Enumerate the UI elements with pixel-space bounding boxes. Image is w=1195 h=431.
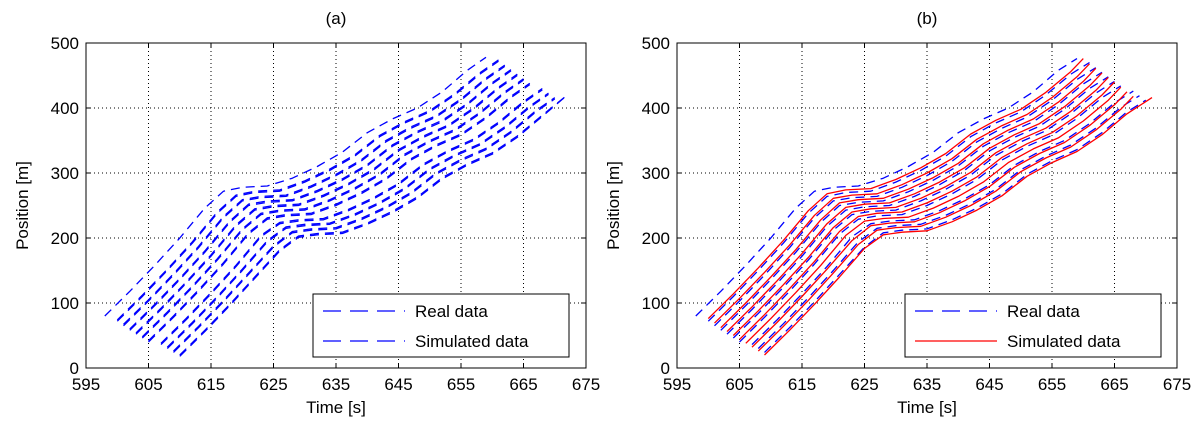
x-tick-label: 635 bbox=[322, 375, 350, 394]
y-tick-label: 300 bbox=[642, 164, 670, 183]
y-axis-label: Position [m] bbox=[13, 161, 32, 250]
y-tick-label: 400 bbox=[642, 99, 670, 118]
series-line-simulated-16 bbox=[745, 86, 1122, 344]
series-line-simulated-17 bbox=[160, 87, 543, 344]
series-line-simulated-12 bbox=[123, 64, 506, 325]
series-line-real-9 bbox=[764, 99, 1147, 353]
x-tick-label: 605 bbox=[134, 375, 162, 394]
y-tick-label: 400 bbox=[51, 99, 79, 118]
y-axis-label: Position [m] bbox=[604, 161, 623, 250]
y-tick-label: 0 bbox=[661, 359, 670, 378]
series-line-simulated-15 bbox=[141, 78, 524, 338]
y-tick-label: 100 bbox=[51, 294, 79, 313]
x-tick-label: 615 bbox=[788, 375, 816, 394]
series-line-simulated-12 bbox=[720, 67, 1097, 329]
y-tick-label: 0 bbox=[70, 359, 79, 378]
series-line-real-1 bbox=[707, 61, 1090, 322]
series-line-real-7 bbox=[751, 90, 1134, 346]
x-tick-label: 665 bbox=[509, 375, 537, 394]
series-line-simulated-15 bbox=[739, 81, 1115, 340]
x-tick-label: 645 bbox=[975, 375, 1003, 394]
series-line-real-1 bbox=[116, 60, 499, 322]
x-tick-label: 655 bbox=[1038, 375, 1066, 394]
series-line-simulated-20 bbox=[179, 94, 568, 356]
series-line-real-10 bbox=[179, 94, 568, 357]
series-line-simulated-13 bbox=[129, 69, 512, 330]
series-line-simulated-18 bbox=[757, 95, 1134, 352]
series-line-real-9 bbox=[173, 98, 556, 353]
legend: Real data Simulated data bbox=[312, 293, 570, 358]
y-tick-label: 200 bbox=[51, 229, 79, 248]
legend-box bbox=[312, 293, 570, 358]
x-tick-label: 605 bbox=[725, 375, 753, 394]
series-line-real-6 bbox=[739, 85, 1122, 343]
y-tick-label: 300 bbox=[51, 164, 79, 183]
series-line-simulated-19 bbox=[764, 97, 1153, 356]
series-line-simulated-10 bbox=[707, 58, 1084, 320]
chart-title: (a) bbox=[326, 9, 347, 28]
series-line-simulated-14 bbox=[135, 73, 518, 334]
chart-title: (b) bbox=[917, 9, 938, 28]
x-axis-label: Time [s] bbox=[306, 398, 366, 417]
x-tick-label: 595 bbox=[663, 375, 691, 394]
series-line-real-3 bbox=[129, 70, 512, 331]
x-tick-label: 595 bbox=[72, 375, 100, 394]
x-tick-label: 675 bbox=[572, 375, 600, 394]
series-line-real-7 bbox=[160, 89, 543, 346]
series-line-real-6 bbox=[148, 84, 531, 343]
series-line-real-0 bbox=[104, 56, 487, 317]
series-line-real-5 bbox=[141, 79, 524, 339]
y-tick-label: 500 bbox=[642, 34, 670, 53]
series-line-real-4 bbox=[726, 76, 1109, 335]
series-line-simulated-13 bbox=[726, 72, 1103, 333]
series-line-simulated-11 bbox=[116, 59, 499, 321]
series-line-real-8 bbox=[166, 93, 549, 349]
series-line-real-0 bbox=[695, 58, 1078, 317]
series-line-real-8 bbox=[757, 95, 1140, 349]
legend-box bbox=[904, 293, 1162, 358]
x-tick-label: 625 bbox=[850, 375, 878, 394]
chart-panel-1: 595 605 615 625 635 645 655 665 675 0 100 200 300 400… bbox=[604, 9, 1191, 417]
chart-panel-0: 595 605 615 625 635 645 655 665 675 0 100 200 300 400… bbox=[13, 9, 600, 417]
x-tick-label: 665 bbox=[1100, 375, 1128, 394]
series-line-simulated-17 bbox=[751, 91, 1128, 348]
series-line-real-3 bbox=[720, 71, 1103, 331]
y-tick-label: 200 bbox=[642, 229, 670, 248]
series-line-simulated-18 bbox=[166, 92, 549, 348]
x-tick-label: 635 bbox=[913, 375, 941, 394]
y-tick-label: 100 bbox=[642, 294, 670, 313]
legend-label-0: Real data bbox=[415, 302, 488, 321]
series-line-simulated-14 bbox=[732, 76, 1109, 336]
series-line-real-2 bbox=[714, 67, 1097, 327]
x-tick-label: 655 bbox=[447, 375, 475, 394]
series-line-simulated-19 bbox=[173, 97, 556, 352]
series-line-real-2 bbox=[123, 65, 506, 327]
x-axis-label: Time [s] bbox=[897, 398, 957, 417]
legend-label-1: Simulated data bbox=[415, 332, 529, 351]
x-tick-label: 645 bbox=[384, 375, 412, 394]
x-tick-label: 615 bbox=[197, 375, 225, 394]
series-line-real-4 bbox=[135, 74, 518, 335]
series-line-simulated-16 bbox=[148, 82, 531, 342]
legend-label-0: Real data bbox=[1007, 302, 1080, 321]
legend: Real data Simulated data bbox=[904, 293, 1162, 358]
x-tick-label: 675 bbox=[1163, 375, 1191, 394]
series-line-simulated-11 bbox=[714, 63, 1090, 324]
legend-label-1: Simulated data bbox=[1007, 332, 1121, 351]
y-tick-label: 500 bbox=[51, 34, 79, 53]
series-line-real-5 bbox=[732, 80, 1115, 339]
x-tick-label: 625 bbox=[259, 375, 287, 394]
